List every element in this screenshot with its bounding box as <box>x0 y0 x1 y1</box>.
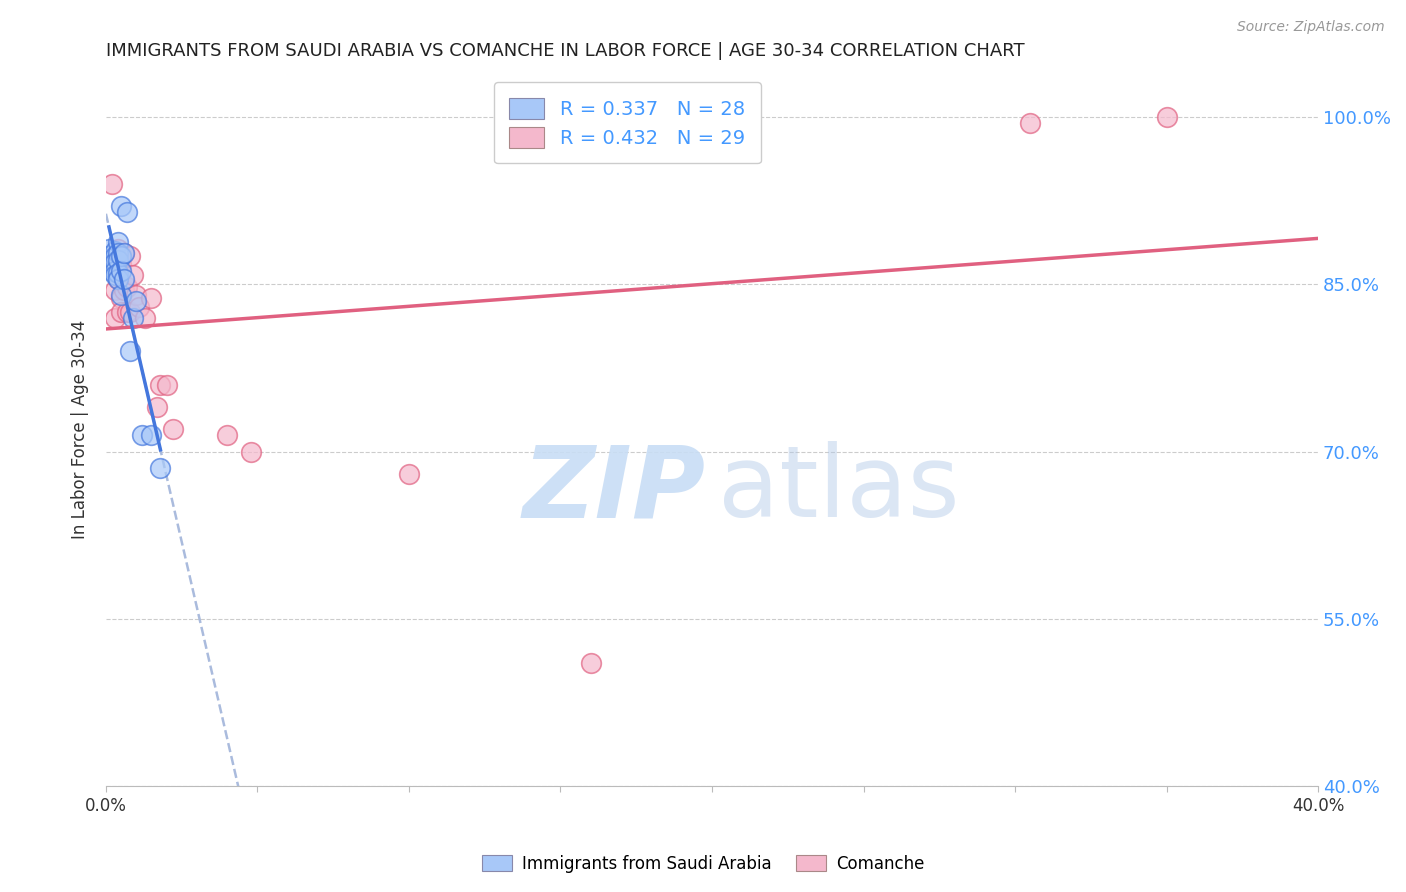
Point <box>101 257 124 271</box>
Point <box>398 467 420 481</box>
Point <box>112 283 135 297</box>
Point <box>115 279 138 293</box>
Point <box>128 300 150 314</box>
Point <box>1156 110 1178 124</box>
Text: atlas: atlas <box>718 442 960 539</box>
Point <box>125 288 148 302</box>
Point <box>146 400 169 414</box>
Y-axis label: In Labor Force | Age 30-34: In Labor Force | Age 30-34 <box>72 319 89 539</box>
Point <box>107 271 129 285</box>
Point <box>115 305 138 319</box>
Text: ZIP: ZIP <box>523 442 706 539</box>
Point <box>120 249 142 263</box>
Point <box>110 249 132 263</box>
Point <box>110 291 132 305</box>
Point <box>125 293 148 308</box>
Point <box>162 422 184 436</box>
Point <box>1019 115 1042 129</box>
Point <box>104 244 127 258</box>
Point <box>104 255 127 269</box>
Point <box>134 310 156 325</box>
Point <box>112 246 135 260</box>
Point <box>120 344 142 359</box>
Point <box>104 268 127 283</box>
Legend: Immigrants from Saudi Arabia, Comanche: Immigrants from Saudi Arabia, Comanche <box>475 848 931 880</box>
Point <box>110 264 132 278</box>
Point <box>110 257 132 271</box>
Point <box>101 255 124 269</box>
Point <box>107 271 129 285</box>
Point <box>149 461 172 475</box>
Point <box>104 249 127 263</box>
Point <box>141 428 163 442</box>
Point <box>97 249 120 263</box>
Point <box>112 246 135 260</box>
Point <box>217 428 239 442</box>
Point <box>107 242 129 256</box>
Point <box>579 657 602 671</box>
Legend: R = 0.337   N = 28, R = 0.432   N = 29: R = 0.337 N = 28, R = 0.432 N = 29 <box>494 82 761 163</box>
Point <box>141 291 163 305</box>
Point <box>155 377 177 392</box>
Point <box>120 305 142 319</box>
Text: IMMIGRANTS FROM SAUDI ARABIA VS COMANCHE IN LABOR FORCE | AGE 30-34 CORRELATION : IMMIGRANTS FROM SAUDI ARABIA VS COMANCHE… <box>105 42 1025 60</box>
Point <box>104 310 127 325</box>
Point <box>107 246 129 260</box>
Point <box>104 283 127 297</box>
Point <box>112 271 135 285</box>
Point <box>97 242 120 256</box>
Point <box>149 377 172 392</box>
Point <box>107 252 129 267</box>
Point <box>110 288 132 302</box>
Point <box>101 177 124 191</box>
Point <box>101 264 124 278</box>
Point <box>122 310 145 325</box>
Point <box>107 235 129 249</box>
Point <box>240 444 263 458</box>
Text: Source: ZipAtlas.com: Source: ZipAtlas.com <box>1237 20 1385 34</box>
Point <box>122 268 145 283</box>
Point <box>115 204 138 219</box>
Point <box>110 199 132 213</box>
Point <box>110 305 132 319</box>
Point <box>107 266 129 280</box>
Point <box>131 428 153 442</box>
Point <box>104 264 127 278</box>
